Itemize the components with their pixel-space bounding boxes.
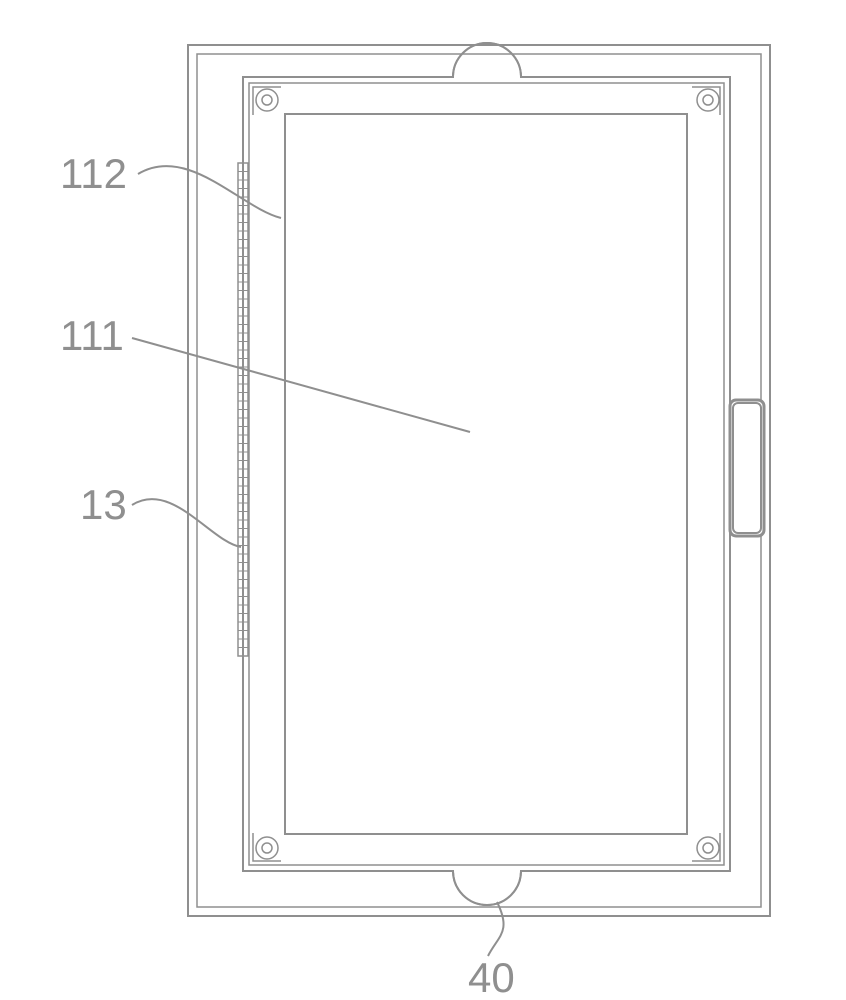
screw-icon [256,837,278,859]
outer-frame [188,45,770,916]
leader-line [488,902,504,956]
door-handle [730,400,764,536]
window-panel [285,114,687,834]
callout-label-40: 40 [468,954,515,1000]
leader-line [132,338,470,432]
technical-diagram: 112 111 13 40 [0,0,846,1000]
screw-icon [697,89,719,111]
screw-icon [256,89,278,111]
door-frame [243,77,730,871]
leader-line [132,499,241,547]
tab-arc [453,43,521,77]
leader-line [138,166,281,218]
callout-label-13: 13 [80,481,127,528]
callout-label-112: 112 [60,150,127,197]
callout-label-111: 111 [60,312,124,359]
screw-icon [697,837,719,859]
tab-arc [453,871,521,905]
